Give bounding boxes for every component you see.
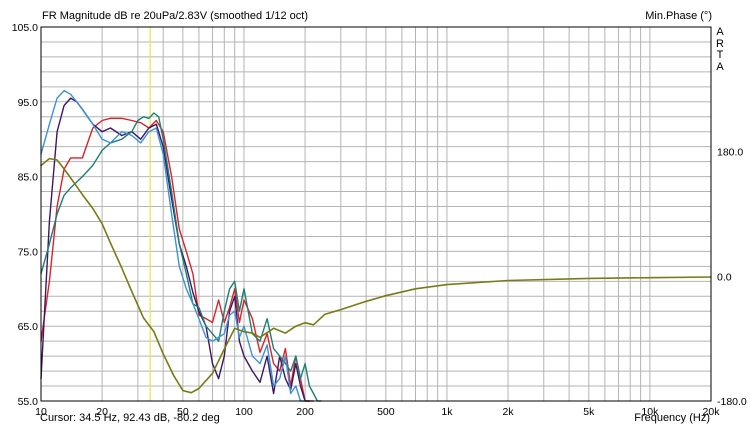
x-tick-label: 5k [583,406,595,418]
x-tick-label: 20 [96,406,108,418]
y-tick-label: 65.0 [18,321,39,333]
y-tick-label: 55.0 [18,396,39,408]
chart-title: FR Magnitude dB re 20uPa/2.83V (smoothed… [42,10,308,22]
x-tick-label: 50 [177,406,189,418]
y2-tick-label: -180.0 [717,396,747,408]
x-tick-label: 10k [641,406,659,418]
y-tick-label: 105.0 [12,22,38,34]
cursor-readout: Cursor: 34.5 Hz, 92.43 dB, -80.2 deg [40,412,220,424]
x-tick-label: 1k [441,406,453,418]
series-blue-line [40,89,306,402]
y-tick-label: 95.0 [18,97,39,109]
logo-letter-a2: A [716,60,724,73]
arta-logo: A R T A [713,26,727,73]
x-tick-label: 200 [296,406,314,418]
x-axis-label: Frequency (Hz) [634,412,710,424]
series-phase-line [40,157,712,394]
series-teal-line [40,112,322,402]
phase-axis-title: Min.Phase (°) [645,10,712,22]
y-tick-label: 75.0 [18,246,39,258]
y2-tick-label: 0.0 [717,271,732,283]
logo-letter-r: R [716,37,724,50]
x-tick-label: 500 [377,406,395,418]
x-tick-label: 10 [35,406,47,418]
x-tick-label: 20k [703,406,721,418]
x-tick-label: 100 [235,406,253,418]
plot-area [41,27,711,401]
y-tick-label: 85.0 [18,172,39,184]
y2-tick-label: 180.0 [717,147,743,159]
plot-frame [40,26,712,402]
logo-letter-t: T [716,49,724,61]
x-tick-label: 2k [502,406,514,418]
logo-letter-a1: A [716,26,724,38]
